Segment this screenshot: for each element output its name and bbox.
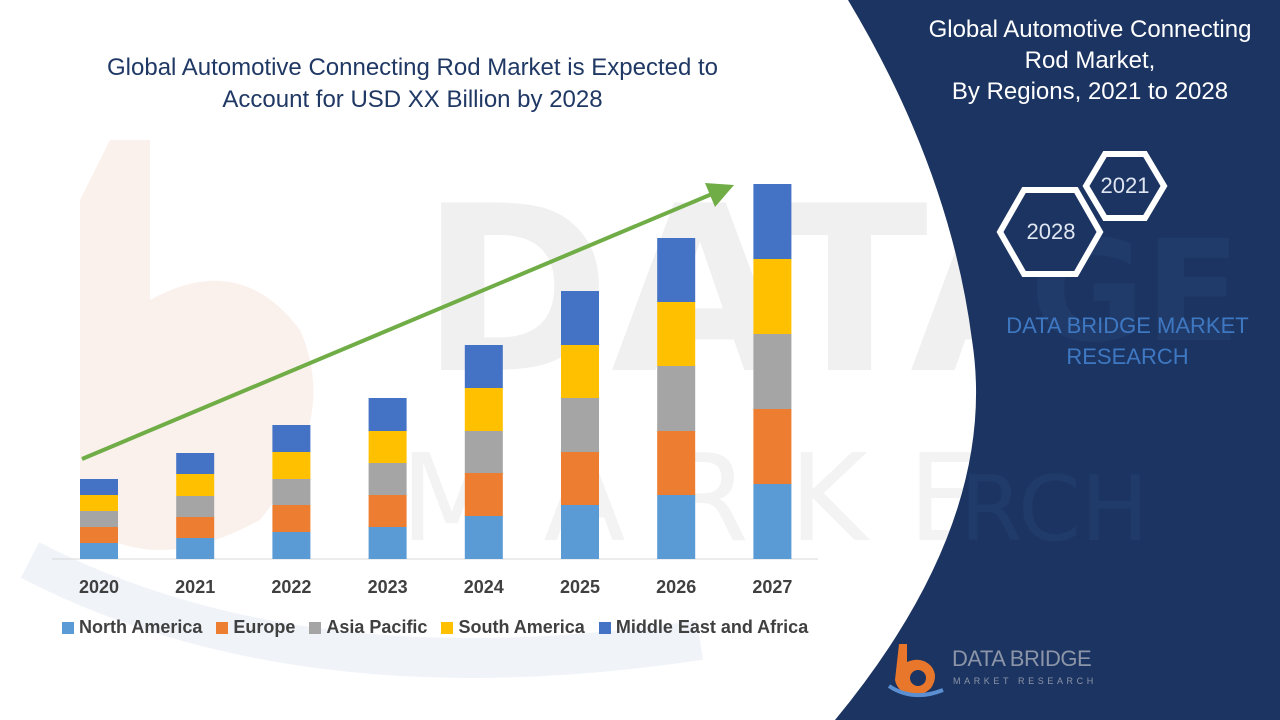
hex-label-2021: 2021	[1100, 173, 1150, 198]
legend-item-north-america: North America	[62, 617, 202, 638]
x-tick-label-2021: 2021	[175, 577, 215, 597]
x-tick-label-2025: 2025	[560, 577, 600, 597]
x-tick-label-2027: 2027	[752, 577, 792, 597]
bar-2023-middle-east-and-africa	[368, 398, 407, 431]
bar-2020-middle-east-and-africa	[80, 479, 118, 495]
legend-item-europe: Europe	[216, 617, 295, 638]
legend-label: Middle East and Africa	[615, 617, 809, 637]
bar-2021-europe	[176, 517, 215, 538]
legend-item-middle-east-and-africa: Middle East and Africa	[598, 617, 809, 638]
bar-2027-north-america	[753, 484, 792, 559]
bar-2023-south-america	[368, 431, 407, 463]
chart-title-line-1: Global Automotive Connecting Rod Market …	[107, 54, 718, 81]
x-tick-label-2024: 2024	[464, 577, 504, 597]
legend-swatch	[62, 621, 74, 634]
bar-2020-europe	[80, 527, 118, 543]
trend-arrow	[81, 183, 734, 461]
bar-2025-europe	[561, 452, 599, 505]
svg-text:RCH: RCH	[960, 457, 1149, 562]
side-panel-brand-line-2: RESEARCH	[1066, 344, 1189, 369]
bar-2021-north-america	[176, 538, 215, 559]
bar-2024-south-america	[464, 388, 503, 431]
legend-item-south-america: South America	[441, 617, 585, 638]
bar-2027-middle-east-and-africa	[753, 184, 792, 259]
bar-2021-asia-pacific	[176, 496, 215, 517]
bar-2026-middle-east-and-africa	[657, 238, 696, 302]
legend-label: Asia Pacific	[326, 617, 428, 637]
bar-2022-north-america	[272, 532, 311, 559]
hexagon-2028	[996, 187, 1104, 277]
x-tick-label-2026: 2026	[656, 577, 696, 597]
bar-2022-europe	[272, 505, 311, 532]
hex-label-2028: 2028	[1026, 219, 1076, 244]
hexagon-2021	[1082, 151, 1168, 221]
bar-2022-south-america	[272, 452, 311, 479]
legend-item-asia-pacific: Asia Pacific	[309, 617, 427, 638]
side-panel-title-line-1: Global Automotive Connecting	[928, 16, 1252, 43]
bar-2021-south-america	[176, 474, 215, 496]
logo-name: DATA BRIDGE	[952, 646, 1092, 671]
bar-2026-asia-pacific	[657, 366, 696, 431]
bar-2025-north-america	[561, 505, 599, 559]
bar-2023-europe	[368, 495, 407, 527]
bar-2024-north-america	[464, 516, 503, 559]
bar-2026-north-america	[657, 495, 696, 559]
bar-2020-north-america	[80, 543, 118, 559]
bar-2027-south-america	[753, 259, 792, 334]
legend-label: South America	[458, 617, 585, 637]
bar-2024-europe	[464, 473, 503, 516]
company-logo: DATA BRIDGE MARKET RESEARCH	[885, 640, 1105, 700]
legend-swatch	[216, 621, 229, 634]
chart-title: Global Automotive Connecting Rod Market …	[60, 52, 765, 116]
side-panel-brand-line-1: DATA BRIDGE MARKET	[1006, 313, 1249, 338]
bar-2026-south-america	[657, 302, 696, 366]
side-panel-brand: DATA BRIDGE MARKET RESEARCH	[985, 310, 1270, 372]
x-tick-label-2020: 2020	[79, 577, 119, 597]
bar-2025-south-america	[561, 345, 599, 398]
bar-2022-asia-pacific	[272, 479, 311, 505]
chart-legend: North America Europe Asia Pacific South Ame…	[62, 617, 808, 638]
legend-swatch	[309, 621, 322, 634]
bar-2023-asia-pacific	[368, 463, 407, 495]
legend-swatch	[441, 621, 454, 634]
chart-title-line-2: Account for USD XX Billion by 2028	[222, 86, 603, 113]
side-panel-title-line-2: Rod Market,	[1024, 47, 1156, 74]
bar-2025-middle-east-and-africa	[561, 291, 599, 345]
bar-2021-middle-east-and-africa	[176, 453, 215, 474]
logo-subtitle: MARKET RESEARCH	[953, 676, 1097, 686]
legend-swatch	[598, 621, 611, 634]
bar-2027-europe	[753, 409, 792, 484]
bar-2027-asia-pacific	[753, 334, 792, 409]
legend-label: North America	[79, 617, 203, 637]
logo-mark-icon	[887, 644, 944, 698]
legend-label: Europe	[233, 617, 296, 637]
side-panel-title: Global Automotive Connecting Rod Market,…	[905, 14, 1275, 107]
bar-2022-middle-east-and-africa	[272, 425, 311, 452]
bar-2026-europe	[657, 431, 696, 495]
x-tick-label-2022: 2022	[271, 577, 311, 597]
bar-2025-asia-pacific	[561, 398, 599, 452]
side-panel-title-line-3: By Regions, 2021 to 2028	[951, 78, 1229, 105]
bar-2024-asia-pacific	[464, 431, 503, 473]
bar-2020-asia-pacific	[80, 511, 118, 527]
bar-2023-north-america	[368, 527, 407, 559]
x-tick-label-2023: 2023	[368, 577, 408, 597]
bar-2020-south-america	[80, 495, 118, 511]
bar-2024-middle-east-and-africa	[464, 345, 503, 388]
